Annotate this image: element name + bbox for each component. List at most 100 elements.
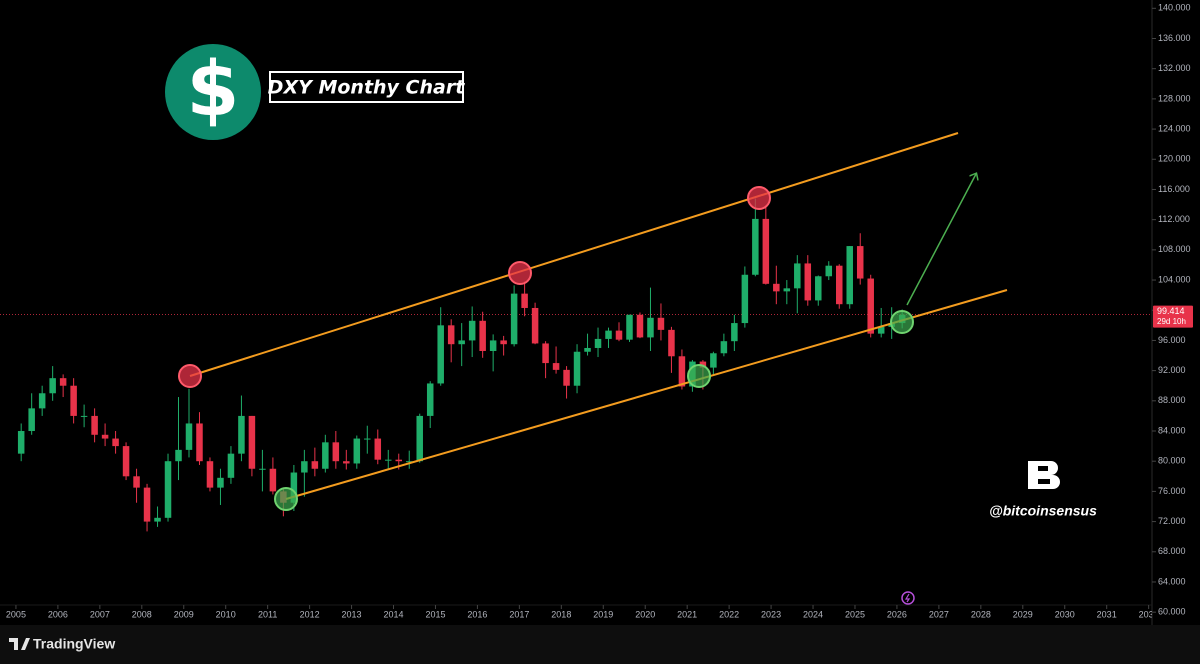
candle-body (217, 477, 224, 488)
candle-body (500, 340, 507, 345)
candle-body (38, 393, 46, 409)
y-tick-label: 108.000 (1158, 244, 1191, 254)
candle-body (594, 338, 602, 348)
x-tick-label: 2021 (677, 609, 697, 619)
dollar-logo (165, 44, 261, 140)
y-tick-label: 120.000 (1158, 154, 1191, 164)
x-tick-label: 2028 (971, 609, 991, 619)
candle-body (301, 461, 308, 473)
candle-body (752, 218, 759, 275)
y-tick-label: 76.000 (1158, 486, 1186, 496)
candle-body (322, 442, 329, 469)
candle-body (395, 459, 403, 462)
projection-arrow (906, 174, 976, 306)
candle-body (856, 246, 864, 279)
logo-part (1038, 466, 1048, 471)
x-tick-label: 2020 (635, 609, 655, 619)
price-label-box (1153, 305, 1193, 328)
chart-title: DXY Monthy Chart (268, 77, 466, 99)
candle-body (426, 383, 434, 416)
candle-body (563, 369, 570, 386)
touch-bottom (687, 364, 711, 388)
candle-body (101, 434, 109, 439)
x-tick-label: 2019 (593, 609, 613, 619)
candle-body (154, 517, 161, 522)
logo-part (1038, 479, 1050, 484)
candle-body (605, 330, 612, 339)
event-icon (901, 591, 915, 605)
candle-body (552, 363, 560, 370)
brand-name: TradingView (33, 636, 115, 652)
candle-body (510, 293, 518, 345)
candle-body (405, 461, 413, 463)
candle-body (783, 288, 791, 292)
candle-body (647, 317, 654, 338)
candle-body (825, 265, 833, 277)
candle-body (657, 317, 665, 330)
x-tick-label: 2013 (342, 609, 362, 619)
candle-body (521, 293, 528, 308)
y-tick-label: 112.000 (1158, 214, 1190, 224)
candle-body (364, 438, 371, 440)
x-tick-label: 2029 (1013, 609, 1033, 619)
candle-body (59, 378, 67, 386)
candle-body (678, 356, 686, 387)
brand-logo (1028, 461, 1060, 489)
candle-body (164, 461, 172, 518)
touch-top (508, 261, 532, 285)
candle-body (70, 385, 77, 416)
candle-body (804, 263, 812, 301)
x-tick-label: 2024 (803, 609, 823, 619)
y-tick-label: 92.000 (1158, 365, 1186, 375)
y-tick-label: 64.000 (1158, 576, 1186, 586)
candle-body (626, 314, 633, 340)
x-tick-label: 2018 (551, 609, 571, 619)
candle-body (437, 325, 444, 384)
x-tick-label: 2031 (1097, 609, 1117, 619)
candle-body (143, 487, 151, 522)
x-tick-label: 2026 (887, 609, 907, 619)
candle-body (877, 326, 885, 334)
y-tick-label: 84.000 (1158, 425, 1186, 435)
x-tick-label: 2027 (929, 609, 949, 619)
channel-upper (189, 132, 959, 377)
y-tick-label: 116.000 (1158, 184, 1190, 194)
candle-body (259, 468, 266, 470)
x-tick-label: 2022 (719, 609, 739, 619)
plot-area: 2005 2006 2007 2008 2009 2010 2011 2012 2013 2014… (0, 198, 1152, 619)
candle-body (573, 351, 581, 386)
candle-body (636, 314, 644, 338)
candle-body (447, 325, 455, 345)
candle-body (385, 459, 392, 461)
x-tick-label: 2025 (845, 609, 865, 619)
x-tick-label: 2016 (467, 609, 487, 619)
x-tick-label: 2005 (6, 609, 26, 619)
event-icon (904, 593, 911, 603)
candle-body (720, 341, 728, 354)
x-tick-label: 2011 (258, 609, 277, 619)
x-tick-label: 2010 (216, 609, 236, 619)
countdown-label: 29d 10h (1157, 317, 1186, 326)
candle-body (311, 461, 319, 469)
y-tick-label: 88.000 (1158, 395, 1186, 405)
candle-body (80, 415, 88, 417)
candle-body (248, 415, 256, 469)
x-tick-label: 2014 (383, 609, 403, 619)
touch-bottom (890, 310, 914, 334)
candle-body (710, 353, 717, 368)
watermark: @bitcoinsensus (989, 503, 1097, 519)
candle-body (773, 283, 780, 292)
y-tick-label: 128.000 (1158, 93, 1191, 103)
y-tick-label: 80.000 (1158, 456, 1186, 466)
candle-body (458, 340, 465, 345)
candle-body (175, 449, 182, 462)
candle-body (731, 323, 738, 342)
y-tick-label: 140.000 (1158, 3, 1191, 13)
candle-body (867, 278, 874, 334)
candle-body (28, 408, 35, 432)
candle-body (815, 276, 822, 301)
candle-body (741, 274, 749, 324)
candle-body (584, 347, 591, 352)
candle-body (615, 330, 623, 340)
